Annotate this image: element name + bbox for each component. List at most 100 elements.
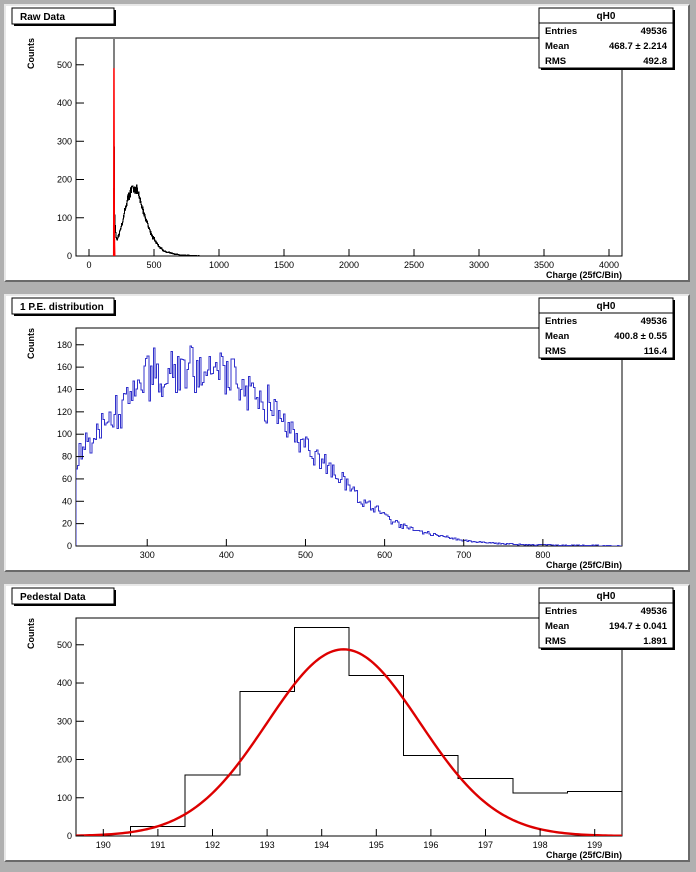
y-tick-label: 120	[57, 407, 72, 417]
x-tick-label: 193	[260, 840, 275, 850]
stats-label: RMS	[545, 346, 566, 357]
stats-label: Mean	[545, 41, 569, 52]
stats-label: Entries	[545, 26, 577, 37]
x-tick-label: 300	[140, 550, 155, 560]
y-tick-label: 300	[57, 136, 72, 146]
panel-title: Pedestal Data	[20, 592, 86, 603]
y-tick-label: 500	[57, 640, 72, 650]
data-area	[76, 345, 622, 546]
x-tick-label: 198	[533, 840, 548, 850]
stats-value: 49536	[641, 316, 667, 327]
x-tick-label: 190	[96, 840, 111, 850]
stats-value: 1.891	[643, 636, 667, 647]
y-tick-label: 400	[57, 678, 72, 688]
stats-box	[538, 587, 674, 649]
x-tick-label: 400	[219, 550, 234, 560]
y-tick-label: 300	[57, 716, 72, 726]
stats-value: 400.8 ± 0.55	[614, 331, 667, 342]
chart-svg: 300 400 500 600 700 800 0 20 40 60 80 100 120 140 160 1…	[11, 297, 675, 570]
stats-value: 492.8	[643, 56, 667, 67]
y-tick-label: 200	[57, 175, 72, 185]
stats-name: qH0	[597, 11, 616, 22]
y-tick-label: 140	[57, 384, 72, 394]
stats-label: Mean	[545, 621, 569, 632]
y-tick-label: 20	[62, 519, 72, 529]
stats-label: Mean	[545, 331, 569, 342]
y-tick-label: 0	[67, 541, 72, 551]
raw-data-pad: 0 500 1000 1500 2000 2500 3000 3500 4000 0 100 200 3…	[4, 4, 690, 282]
stats-value: 49536	[641, 26, 667, 37]
y-tick-label: 100	[57, 793, 72, 803]
pe-distribution-pad: 300 400 500 600 700 800 0 20 40 60 80 100 120 140 160 1…	[4, 294, 690, 572]
x-tick-label: 192	[205, 840, 220, 850]
stats-value: 49536	[641, 606, 667, 617]
x-tick-label: 196	[423, 840, 438, 850]
stats-name: qH0	[597, 591, 616, 602]
pedestal-overlay	[112, 68, 116, 256]
stats-box	[538, 7, 674, 69]
pedestal-data-pad: 190 191 192 193 194 195 196 197 198 199 0 100 200 300…	[4, 584, 690, 862]
y-tick-label: 180	[57, 340, 72, 350]
stats-value: 194.7 ± 0.041	[609, 621, 668, 632]
y-tick-label: 0	[67, 831, 72, 841]
panel-title: 1 P.E. distribution	[20, 302, 104, 313]
x-tick-label: 2500	[404, 260, 424, 270]
y-tick-label: 160	[57, 362, 72, 372]
stats-label: RMS	[545, 56, 566, 67]
chart-svg: 0 500 1000 1500 2000 2500 3000 3500 4000 0 100 200 3…	[11, 7, 675, 280]
x-tick-label: 1000	[209, 260, 229, 270]
x-axis-title: Charge (25fC/Bin)	[546, 560, 622, 570]
data-area	[112, 39, 207, 256]
title-box	[11, 7, 115, 25]
x-tick-label: 700	[456, 550, 471, 560]
x-axis-title: Charge (25fC/Bin)	[546, 270, 622, 280]
x-tick-label: 3000	[469, 260, 489, 270]
y-axis-title: Counts	[26, 328, 36, 359]
y-tick-label: 400	[57, 98, 72, 108]
x-tick-label: 800	[535, 550, 550, 560]
x-tick-label: 199	[587, 840, 602, 850]
y-tick-label: 500	[57, 60, 72, 70]
plot-frame	[75, 37, 623, 257]
histogram-series-0	[113, 39, 207, 256]
plot-frame	[75, 617, 623, 837]
title-box	[11, 297, 115, 315]
y-tick-label: 0	[67, 251, 72, 261]
stats-label: Entries	[545, 606, 577, 617]
x-tick-label: 500	[298, 550, 313, 560]
x-tick-label: 0	[86, 260, 91, 270]
y-tick-label: 100	[57, 429, 72, 439]
x-tick-label: 191	[150, 840, 165, 850]
stats-value: 468.7 ± 2.214	[609, 41, 668, 52]
x-tick-label: 500	[146, 260, 161, 270]
stats-label: RMS	[545, 636, 566, 647]
x-tick-label: 194	[314, 840, 329, 850]
x-tick-label: 1500	[274, 260, 294, 270]
plot-frame	[75, 327, 623, 547]
x-tick-label: 197	[478, 840, 493, 850]
gaussian-fit-curve	[76, 648, 622, 836]
y-tick-label: 40	[62, 496, 72, 506]
stats-value: 116.4	[644, 346, 668, 357]
stats-box	[538, 297, 674, 359]
panel-title: Raw Data	[20, 12, 65, 23]
y-tick-label: 80	[62, 452, 72, 462]
y-axis-title: Counts	[26, 618, 36, 649]
histogram-series-0	[76, 345, 622, 546]
stats-label: Entries	[545, 316, 577, 327]
chart-svg: 190 191 192 193 194 195 196 197 198 199 0 100 200 300…	[11, 587, 675, 860]
title-box	[11, 587, 115, 605]
y-tick-label: 100	[57, 213, 72, 223]
pedestal-histogram	[76, 627, 622, 836]
x-tick-label: 2000	[339, 260, 359, 270]
x-tick-label: 195	[369, 840, 384, 850]
y-tick-label: 200	[57, 755, 72, 765]
x-axis-title: Charge (25fC/Bin)	[546, 850, 622, 860]
x-tick-label: 3500	[534, 260, 554, 270]
y-axis-title: Counts	[26, 38, 36, 69]
x-tick-label: 600	[377, 550, 392, 560]
x-tick-label: 4000	[599, 260, 619, 270]
data-area	[76, 627, 622, 836]
y-tick-label: 60	[62, 474, 72, 484]
stats-name: qH0	[597, 301, 616, 312]
